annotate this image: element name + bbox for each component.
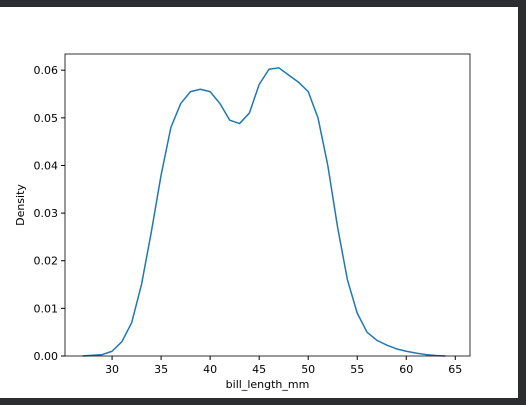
x-axis-label: bill_length_mm [226, 378, 310, 391]
x-tick-label: 50 [301, 363, 315, 376]
x-tick-label: 40 [203, 363, 217, 376]
x-tick-label: 35 [154, 363, 168, 376]
x-tick-label: 30 [105, 363, 119, 376]
x-tick-label: 60 [399, 363, 413, 376]
background [0, 7, 518, 398]
y-tick-label: 0.04 [34, 159, 59, 172]
x-tick-label: 55 [350, 363, 364, 376]
x-tick-label: 45 [252, 363, 266, 376]
y-tick-label: 0.02 [34, 255, 59, 268]
plot-frame [64, 53, 471, 357]
y-tick-label: 0.03 [34, 207, 59, 220]
y-tick-label: 0.00 [34, 350, 59, 363]
y-axis-label: Density [14, 184, 27, 226]
y-tick-label: 0.01 [34, 302, 59, 315]
x-tick-label: 65 [448, 363, 462, 376]
kde-line [82, 67, 446, 357]
chart: bill_length_mm Density 0.00 0.01 0.02 0.03 0… [0, 7, 518, 398]
y-tick-label: 0.06 [34, 64, 59, 77]
y-tick-label: 0.05 [34, 112, 59, 125]
